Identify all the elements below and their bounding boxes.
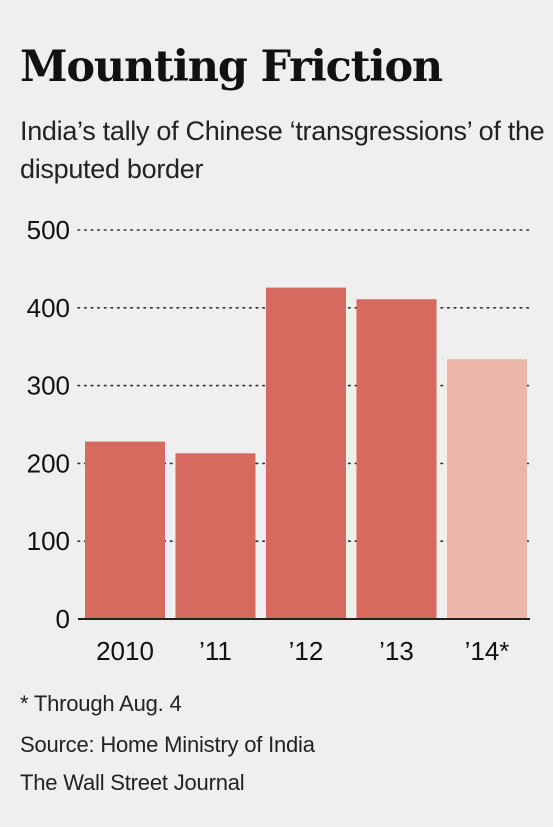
source-note: Source: Home Ministry of India xyxy=(20,732,315,757)
x-tick-label-1: ’11 xyxy=(199,636,232,666)
bar-3 xyxy=(356,299,437,619)
y-tick-label-0: 0 xyxy=(56,604,70,634)
bar-0 xyxy=(85,441,165,619)
chart-title: Mounting Friction xyxy=(20,42,443,92)
chart-plot: 0 100 200 300 400 500 2010 ’11 ’12 ’13 ’14* xyxy=(27,215,531,666)
x-tick-label-0: 2010 xyxy=(96,636,154,666)
y-tick-label-4: 400 xyxy=(27,293,70,323)
y-tick-label-1: 100 xyxy=(27,526,70,556)
x-tick-label-3: ’13 xyxy=(379,636,414,666)
chart-subtitle: India’s tally of Chinese ‘transgressions… xyxy=(20,116,545,184)
credit-note: The Wall Street Journal xyxy=(20,770,245,795)
footnote-note: * Through Aug. 4 xyxy=(20,691,182,716)
bar-4 xyxy=(447,359,527,619)
x-tick-label-4: ’14* xyxy=(465,636,510,666)
y-tick-label-2: 200 xyxy=(27,448,70,478)
y-tick-label-5: 500 xyxy=(27,215,70,245)
bar-2 xyxy=(266,287,346,619)
y-tick-label-3: 300 xyxy=(27,371,70,401)
bar-1 xyxy=(175,453,256,619)
x-tick-label-2: ’12 xyxy=(289,636,324,666)
